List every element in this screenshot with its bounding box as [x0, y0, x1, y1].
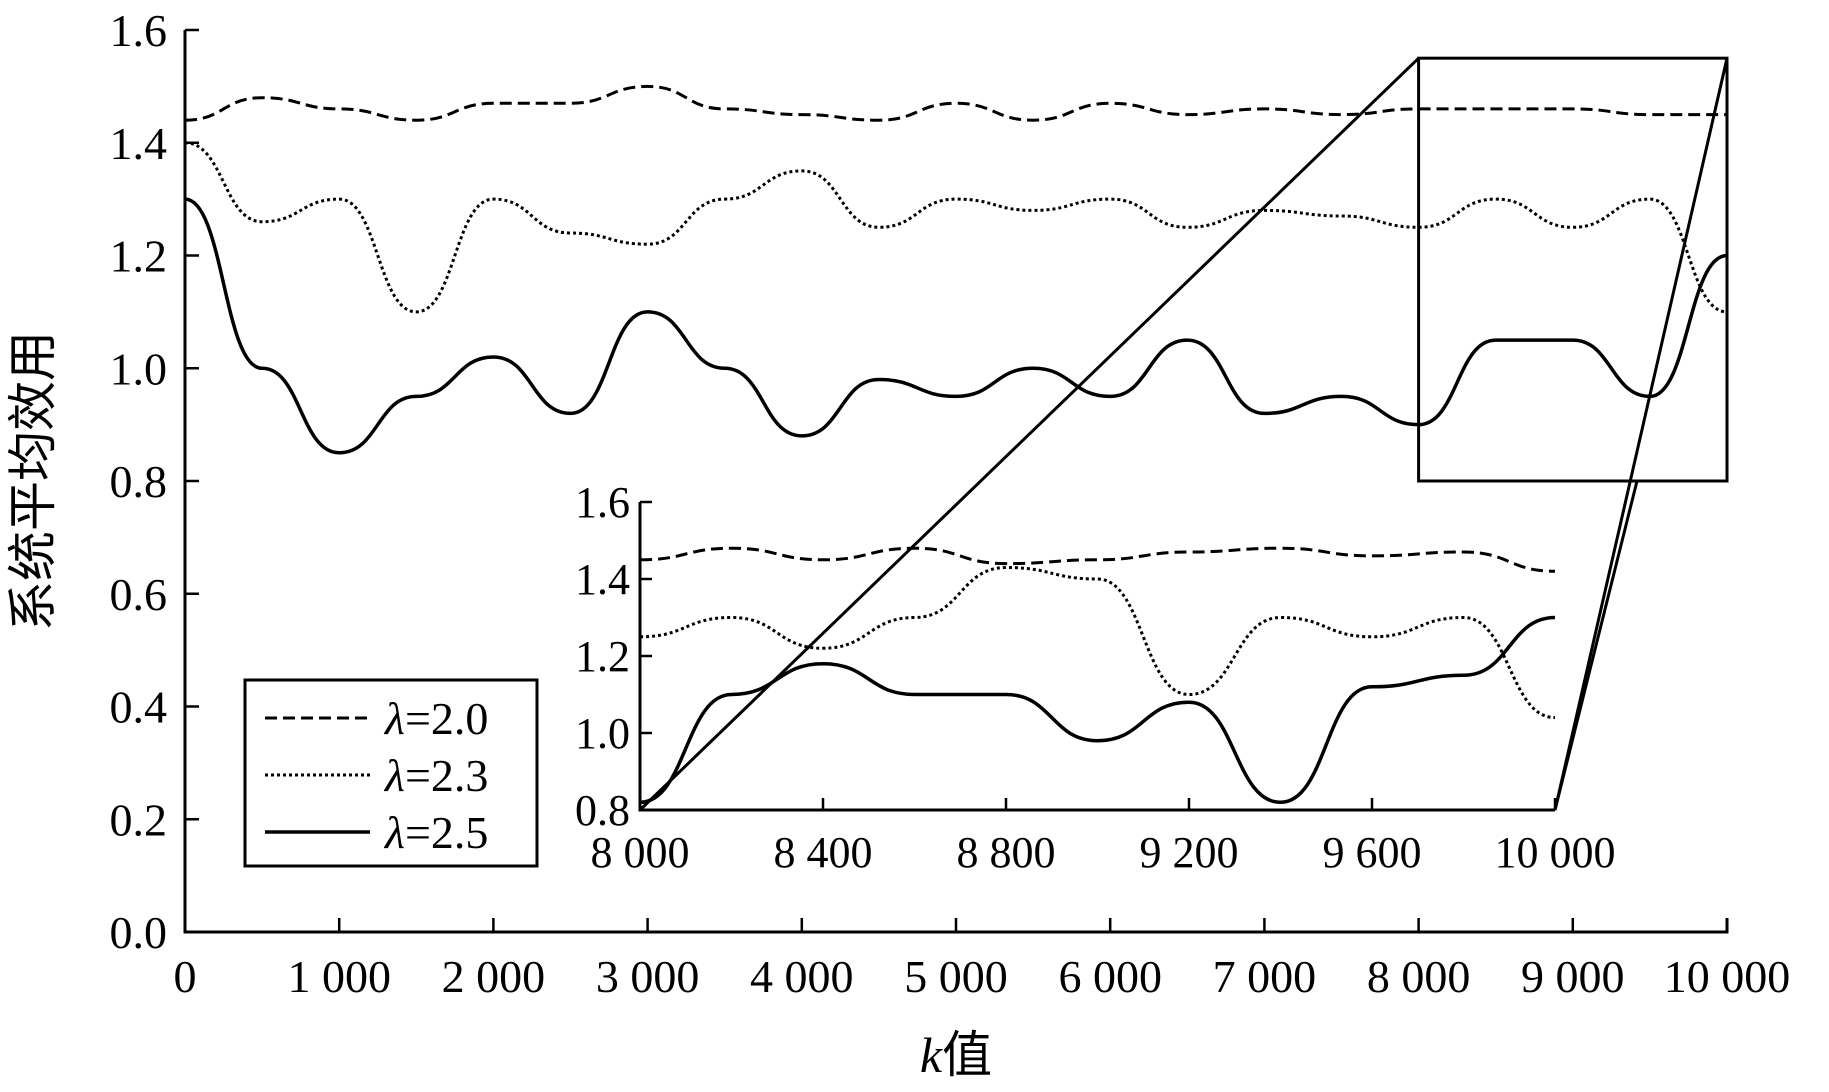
y-tick-label: 0.4 [110, 682, 168, 733]
x-axis-title-rest: 值 [942, 1027, 992, 1083]
inset-y-tick-label: 1.4 [575, 555, 630, 604]
inset-x-tick-label: 8 400 [774, 828, 873, 877]
x-axis-title-italic: k [920, 1027, 943, 1083]
zoom-connector-right [1553, 57, 1729, 811]
x-tick-label: 8 000 [1367, 951, 1471, 1002]
legend-box [243, 678, 539, 868]
x-axis-ticks: 0 1 000 2 000 3 000 4 000 5 000 6 000 7 000 8 00… [174, 918, 1791, 1002]
legend-label-2: λ=2.3 [383, 750, 488, 801]
zoom-connector-bottom [1553, 480, 1639, 811]
series-line-2 [184, 141, 1728, 314]
inset-series-line-3 [639, 615, 1556, 805]
inset-x-tick-label: 8 000 [591, 828, 690, 877]
legend-label-3: λ=2.5 [383, 807, 488, 858]
main-plot: 0 1 000 2 000 3 000 4 000 5 000 6 000 7 000 8 00… [110, 5, 1791, 1002]
y-tick-label: 1.0 [110, 343, 168, 394]
inset-y-axis-ticks: 0.8 1.0 1.2 1.4 1.6 [575, 478, 652, 835]
series-line-1 [184, 84, 1727, 122]
x-tick-label: 6 000 [1058, 951, 1162, 1002]
legend-label-1: λ=2.0 [383, 693, 488, 744]
x-tick-label: 7 000 [1213, 951, 1317, 1002]
y-axis-ticks: 0.0 0.2 0.4 0.6 0.8 1.0 1.2 1.4 1.6 [110, 5, 199, 958]
inset-x-tick-label: 9 200 [1140, 828, 1239, 877]
inset-y-tick-label: 0.8 [575, 786, 630, 835]
inset-y-tick-label: 1.2 [575, 632, 630, 681]
x-tick-label: 9 000 [1521, 951, 1625, 1002]
y-tick-label: 0.0 [110, 907, 168, 958]
inset-y-tick-label: 1.0 [575, 709, 630, 758]
main-series-group [184, 84, 1728, 455]
inset-x-axis-ticks: 8 000 8 400 8 800 9 200 9 600 10 000 [591, 798, 1616, 877]
zoom-rectangle [1417, 56, 1729, 483]
inset-series-line-1 [639, 546, 1556, 573]
inset-x-tick-label: 9 600 [1323, 828, 1422, 877]
x-tick-label: 0 [174, 951, 197, 1002]
y-tick-label: 0.8 [110, 456, 168, 507]
inset-series-line-2 [639, 566, 1556, 720]
y-tick-label: 1.4 [110, 118, 168, 169]
inset-x-tick-label: 8 800 [957, 828, 1056, 877]
y-tick-label: 1.2 [110, 231, 168, 282]
x-tick-label: 4 000 [750, 951, 854, 1002]
y-axis-title: 系统平均效用 [5, 331, 61, 631]
y-tick-label: 0.6 [110, 569, 168, 620]
y-tick-label: 0.2 [110, 794, 168, 845]
legend: λ=2.0 λ=2.3 λ=2.5 [243, 678, 539, 868]
x-tick-label: 5 000 [904, 951, 1008, 1002]
x-tick-label: 10 000 [1664, 951, 1791, 1002]
series-line-3 [184, 197, 1728, 455]
inset-series-group [639, 546, 1556, 805]
x-tick-label: 3 000 [596, 951, 700, 1002]
x-tick-label: 2 000 [442, 951, 546, 1002]
zoom-connector-left [638, 57, 1420, 812]
y-tick-label: 1.6 [110, 5, 168, 56]
inset-axes [638, 502, 1555, 812]
inset-y-tick-label: 1.6 [575, 478, 630, 527]
x-axis-title: k值 [920, 1027, 992, 1083]
x-tick-label: 1 000 [287, 951, 391, 1002]
inset-x-tick-label: 10 000 [1495, 828, 1616, 877]
inset-plot: 8 000 8 400 8 800 9 200 9 600 10 000 0.8 1.0 1.… [575, 478, 1616, 877]
